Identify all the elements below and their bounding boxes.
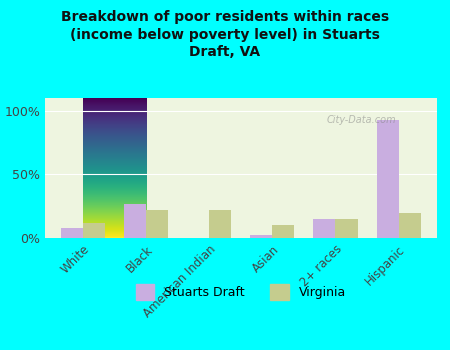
- Bar: [250, 236, 272, 238]
- Bar: [377, 120, 399, 238]
- Bar: [313, 219, 335, 238]
- Text: Breakdown of poor residents within races
(income below poverty level) in Stuarts: Breakdown of poor residents within races…: [61, 10, 389, 59]
- Bar: [83, 223, 105, 238]
- Bar: [61, 228, 83, 238]
- Text: City-Data.com: City-Data.com: [327, 115, 396, 125]
- Bar: [272, 225, 294, 238]
- Bar: [124, 204, 146, 238]
- Bar: [209, 210, 231, 238]
- Bar: [399, 212, 421, 238]
- Bar: [335, 219, 358, 238]
- Legend: Stuarts Draft, Virginia: Stuarts Draft, Virginia: [130, 279, 351, 304]
- Bar: [146, 210, 168, 238]
